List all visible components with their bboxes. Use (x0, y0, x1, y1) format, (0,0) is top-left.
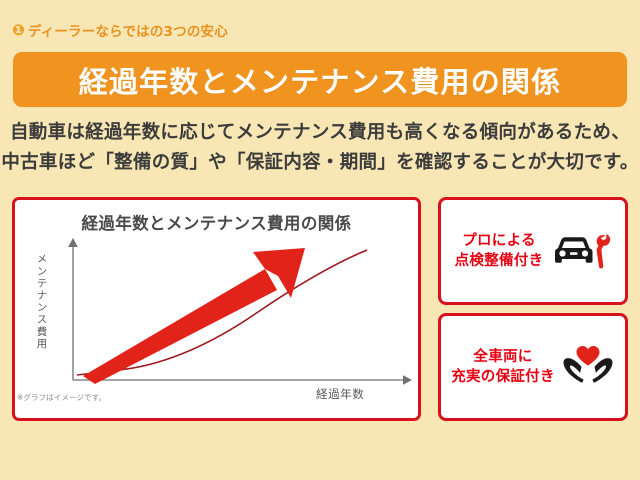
heart-in-hands-icon (563, 346, 613, 383)
lead-paragraph: 自動車は経過年数に応じてメンテナンス費用も高くなる傾向があるため、 中古車ほど「… (0, 118, 640, 178)
chart-y-axis-label: メンテナンス費用 (35, 253, 48, 350)
y-axis-arrowhead (68, 238, 78, 247)
card-warranty-text: 全車両に 充実の保証付き (451, 347, 555, 387)
card-inspection-line-2: 点検整備付き (454, 253, 544, 269)
card-warranty-line-1: 全車両に (473, 349, 533, 365)
eyebrow: ❶ ディーラーならではの3つの安心 (12, 20, 228, 40)
title-banner: 経過年数とメンテナンス費用の関係 (13, 52, 627, 107)
card-warranty-line-2: 充実の保証付き (451, 369, 555, 385)
chart-x-axis-label: 経過年数 (316, 387, 365, 401)
x-axis-arrowhead (403, 375, 412, 385)
chart-title: 経過年数とメンテナンス費用の関係 (81, 214, 352, 233)
card-inspection-text: プロによる 点検整備付き (455, 231, 544, 271)
lead-line-2: 中古車ほど「整備の質」や「保証内容・期間」を確認することが大切です。 (1, 152, 639, 173)
eyebrow-label: ディーラーならではの3つの安心 (27, 24, 228, 40)
cost-curve (76, 249, 368, 376)
chart-note: ※グラフはイメージです。 (17, 393, 107, 402)
card-inspection-line-1: プロによる (462, 233, 536, 249)
car-front-icon (555, 234, 611, 269)
card-inspection: プロによる 点検整備付き (438, 197, 628, 305)
upward-trend-arrow (83, 248, 305, 384)
circled-one-icon: ❶ (12, 20, 25, 39)
lead-line-1: 自動車は経過年数に応じてメンテナンス費用も高くなる傾向があるため、 (9, 122, 631, 143)
page-title: 経過年数とメンテナンス費用の関係 (78, 64, 562, 99)
card-warranty: 全車両に 充実の保証付き (438, 313, 628, 421)
chart-panel: 経過年数とメンテナンス費用の関係 (12, 197, 421, 421)
chart-svg (68, 238, 412, 385)
